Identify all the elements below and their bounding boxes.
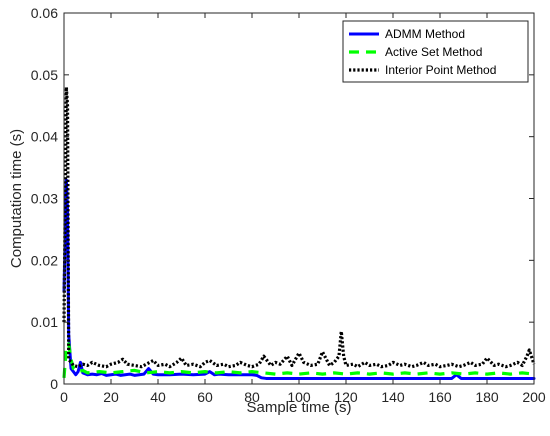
y-axis-label: Computation time (s) — [8, 129, 25, 268]
x-tick-label: 200 — [522, 389, 546, 405]
legend: ADMM Method Active Set Method Interior Poi… — [342, 20, 529, 83]
y-tick-label: 0.01 — [31, 314, 58, 330]
series-line-interior-point-method — [62, 85, 536, 369]
y-tick-label: 0.02 — [31, 252, 58, 268]
y-tick-label: 0.03 — [31, 191, 58, 207]
x-axis-label: Sample time (s) — [246, 399, 351, 416]
x-tick-label: 80 — [244, 389, 260, 405]
legend-label-active-set-method: Active Set Method — [385, 45, 482, 59]
x-tick-label: 20 — [103, 389, 119, 405]
x-tick-label: 60 — [197, 389, 213, 405]
legend-label-interior-point-method: Interior Point Method — [385, 63, 496, 77]
y-tick-label: 0.04 — [31, 129, 58, 145]
x-tick-label: 180 — [475, 389, 499, 405]
series-layer — [62, 85, 536, 380]
x-tick-label: 0 — [60, 389, 68, 405]
y-tick-label: 0.06 — [31, 5, 58, 21]
legend-label-admm-method: ADMM Method — [385, 27, 465, 41]
x-tick-label: 140 — [381, 389, 405, 405]
y-tick-label: 0.05 — [31, 67, 58, 83]
x-tick-label: 100 — [287, 389, 311, 405]
series-line-active-set-method — [62, 342, 535, 378]
ticks-layer: 0 20 40 60 80 100 120 140 160 180 200 0 0.01 0.02 0.03… — [31, 5, 546, 405]
x-tick-label: 40 — [150, 389, 166, 405]
x-tick-label: 160 — [428, 389, 452, 405]
x-tick-label: 120 — [334, 389, 358, 405]
y-tick-label: 0 — [50, 376, 58, 392]
